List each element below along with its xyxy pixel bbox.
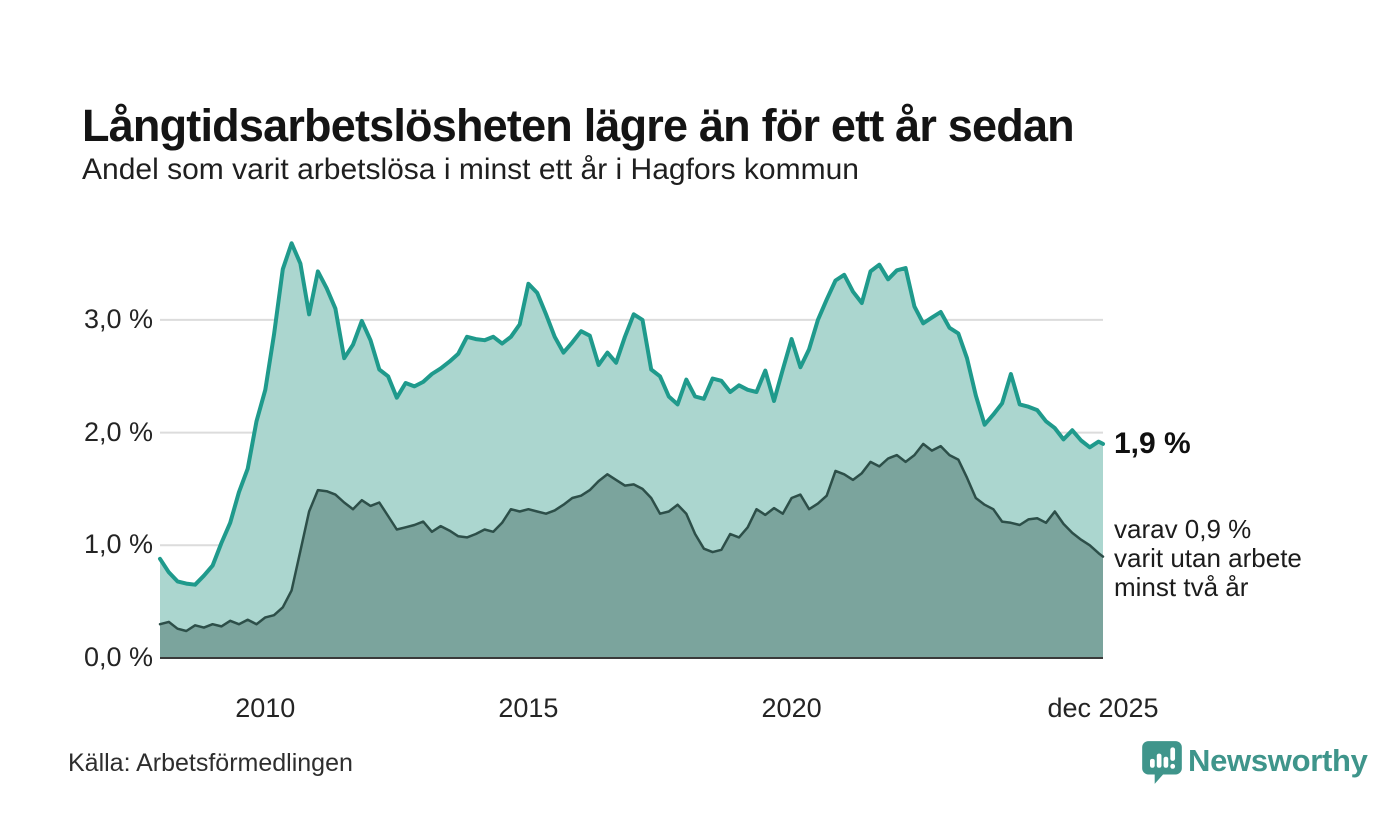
brand-name: Newsworthy [1188, 743, 1368, 778]
y-tick-1: 2,0 % [83, 416, 153, 447]
line-unemployed-two-years [158, 442, 1105, 633]
page-title: Långtidsarbetslösheten lägre än för ett … [82, 100, 1075, 152]
line-unemployed-one-year [158, 241, 1105, 587]
area-unemployed-two-years [160, 443, 1103, 658]
x-tick-1: 2015 [498, 693, 559, 723]
y-tick-2: 1,0 % [83, 529, 153, 560]
x-tick-3: dec 2025 [1047, 693, 1159, 723]
logo-exclamation-bar [1170, 747, 1176, 761]
latest-value-label: 1,9 % [1114, 426, 1191, 460]
annotation-line-2: varit utan arbete [1114, 542, 1302, 573]
logo-bar-short [1150, 758, 1155, 768]
logo-bar-tall [1156, 753, 1162, 768]
x-tick-2: 2020 [761, 693, 822, 723]
y-tick-3: 0,0 % [83, 642, 153, 672]
annotation-line-1: varav 0,9 % [1114, 513, 1252, 544]
sub-series-annotation: varav 0,9 % varit utan arbete minst två … [1114, 513, 1302, 602]
logo-exclamation-dot [1170, 763, 1176, 769]
x-tick-0: 2010 [235, 693, 296, 723]
source-note: Källa: Arbetsförmedlingen [68, 749, 353, 777]
logo-bar-medium [1163, 756, 1169, 768]
page-subtitle: Andel som varit arbetslösa i minst ett å… [82, 153, 859, 186]
newsworthy-logo-icon [1142, 741, 1182, 784]
annotation-line-3: minst två år [1114, 571, 1249, 602]
y-tick-0: 3,0 % [83, 303, 153, 334]
